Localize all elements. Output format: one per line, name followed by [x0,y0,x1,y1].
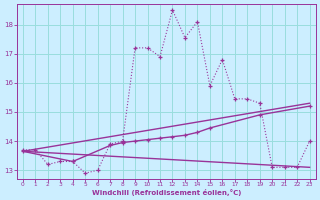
X-axis label: Windchill (Refroidissement éolien,°C): Windchill (Refroidissement éolien,°C) [92,189,241,196]
